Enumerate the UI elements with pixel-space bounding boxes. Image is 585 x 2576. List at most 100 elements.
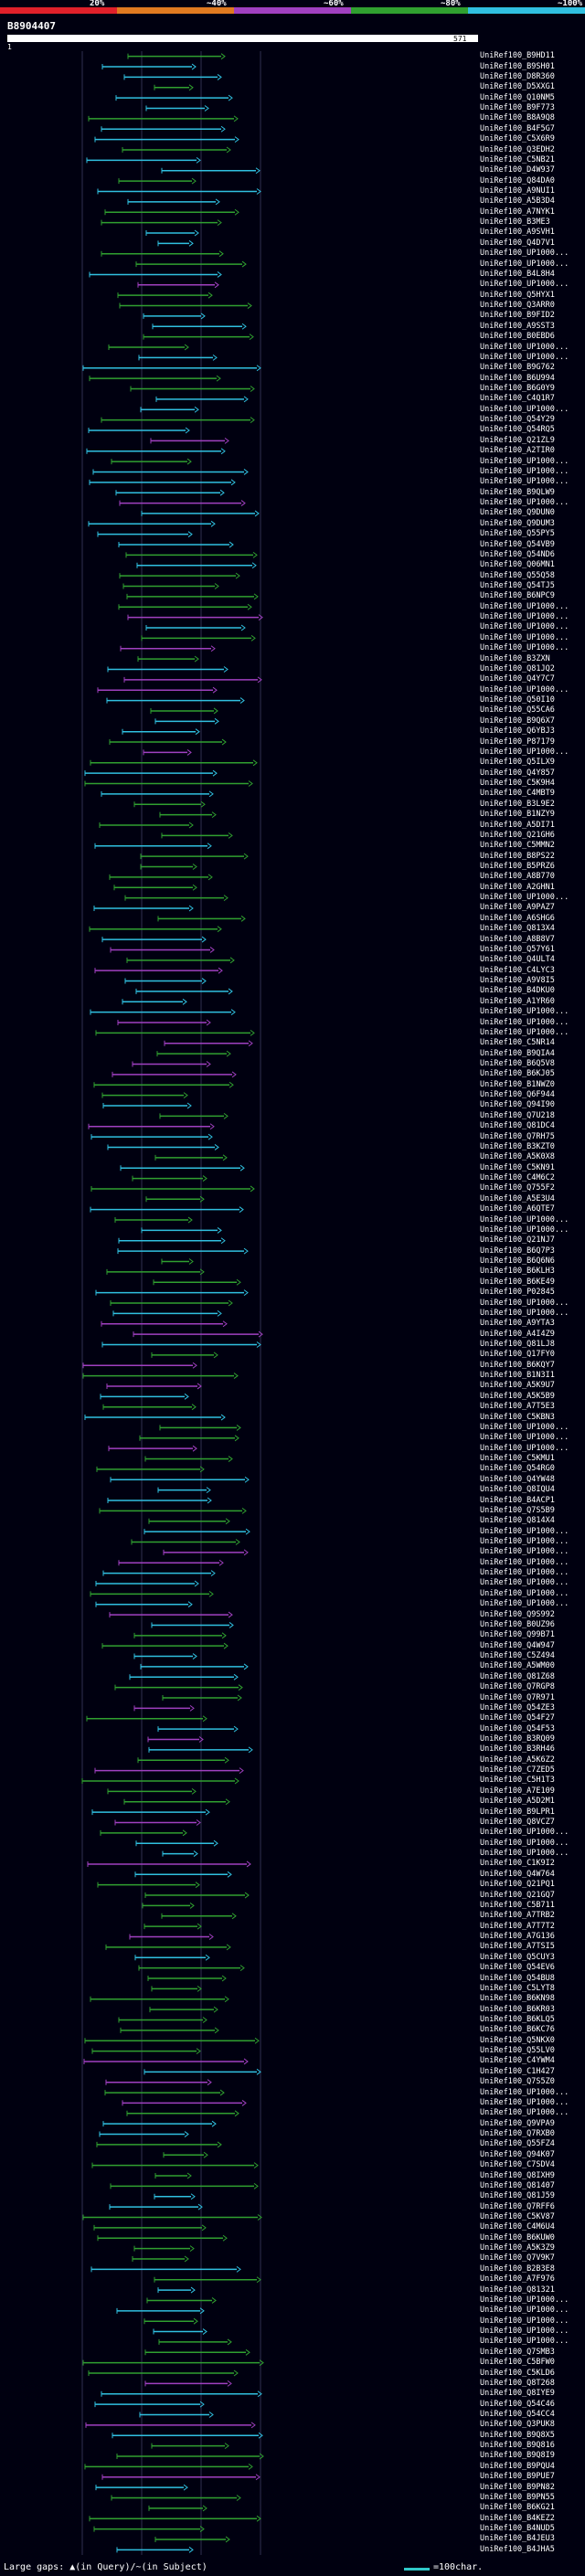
hit-label[interactable]: UniRef100_B3L9E2 [480, 799, 555, 809]
hit-label[interactable]: UniRef100_Q7S5Z0 [480, 2077, 555, 2087]
hit-label[interactable]: UniRef100_Q54VB9 [480, 539, 555, 549]
hit-label[interactable]: UniRef100_C5X6R9 [480, 134, 555, 144]
hit-label[interactable]: UniRef100_Q7R971 [480, 1692, 555, 1702]
hit-label[interactable]: UniRef100_A7F976 [480, 2274, 555, 2284]
hit-label[interactable]: UniRef100_C4YWM4 [480, 2056, 555, 2066]
hit-label[interactable]: UniRef100_B3KZT0 [480, 1141, 555, 1151]
hit-label[interactable]: UniRef100_Q54RG0 [480, 1464, 555, 1474]
hit-label[interactable]: UniRef100_Q4D7V1 [480, 238, 555, 248]
hit-label[interactable]: UniRef100_Q9VPA9 [480, 2118, 555, 2128]
hit-label[interactable]: UniRef100_Q21NJ7 [480, 1235, 555, 1246]
hit-label[interactable]: UniRef100_B6Q5V8 [480, 1059, 555, 1068]
hit-label[interactable]: UniRef100_B4KEZ2 [480, 2513, 555, 2523]
hit-label[interactable]: UniRef100_A5D2M1 [480, 1797, 555, 1807]
hit-label[interactable]: UniRef100_UP1000... [480, 601, 569, 611]
hit-label[interactable]: UniRef100_Q4W764 [480, 1869, 555, 1879]
hit-label[interactable]: UniRef100_B4JHA5 [480, 2544, 555, 2554]
hit-label[interactable]: UniRef100_B4NUD5 [480, 2524, 555, 2534]
hit-label[interactable]: UniRef100_UP1000... [480, 2316, 569, 2326]
hit-label[interactable]: UniRef100_B9QIA4 [480, 1048, 555, 1058]
hit-label[interactable]: UniRef100_UP1000... [480, 2337, 569, 2347]
hit-label[interactable]: UniRef100_Q94I90 [480, 1100, 555, 1110]
hit-label[interactable]: UniRef100_Q54F27 [480, 1713, 555, 1723]
hit-label[interactable]: UniRef100_A2GHN1 [480, 882, 555, 892]
hit-label[interactable]: UniRef100_A5K6Z2 [480, 1754, 555, 1765]
hit-label[interactable]: UniRef100_Q94K07 [480, 2149, 555, 2159]
hit-label[interactable]: UniRef100_C4Q1R7 [480, 394, 555, 404]
hit-label[interactable]: UniRef100_A5K3Z9 [480, 2243, 555, 2253]
hit-label[interactable]: UniRef100_UP1000... [480, 893, 569, 903]
hit-label[interactable]: UniRef100_C7ZED5 [480, 1765, 555, 1776]
hit-label[interactable]: UniRef100_UP1000... [480, 1224, 569, 1235]
hit-label[interactable]: UniRef100_Q54ZE3 [480, 1702, 555, 1712]
hit-label[interactable]: UniRef100_UP1000... [480, 2087, 569, 2097]
hit-label[interactable]: UniRef100_UP1000... [480, 456, 569, 466]
hit-label[interactable]: UniRef100_C1K9I2 [480, 1859, 555, 1869]
hit-label[interactable]: UniRef100_UP1000... [480, 2097, 569, 2107]
hit-label[interactable]: UniRef100_Q21PQ1 [480, 1880, 555, 1890]
hit-label[interactable]: UniRef100_UP1000... [480, 1433, 569, 1443]
hit-label[interactable]: UniRef100_Q8IXH9 [480, 2170, 555, 2180]
hit-label[interactable]: UniRef100_B6KR03 [480, 2004, 555, 2014]
hit-label[interactable]: UniRef100_B9FID2 [480, 311, 555, 321]
hit-label[interactable]: UniRef100_Q9DUN0 [480, 508, 555, 518]
hit-label[interactable]: UniRef100_C4LYC3 [480, 965, 555, 975]
hit-label[interactable]: UniRef100_C4M6U4 [480, 2222, 555, 2232]
hit-label[interactable]: UniRef100_B4DKU0 [480, 986, 555, 996]
hit-label[interactable]: UniRef100_UP1000... [480, 1007, 569, 1017]
hit-label[interactable]: UniRef100_B9PQU4 [480, 2461, 555, 2471]
hit-label[interactable]: UniRef100_Q81321 [480, 2284, 555, 2295]
hit-label[interactable]: UniRef100_UP1000... [480, 1443, 569, 1453]
hit-label[interactable]: UniRef100_B0UZ96 [480, 1619, 555, 1629]
hit-label[interactable]: UniRef100_Q81JQ2 [480, 663, 555, 673]
hit-label[interactable]: UniRef100_Q6YBJ3 [480, 726, 555, 737]
hit-label[interactable]: UniRef100_B3RH46 [480, 1744, 555, 1754]
hit-label[interactable]: UniRef100_Q7RFF6 [480, 2201, 555, 2211]
hit-label[interactable]: UniRef100_UP1000... [480, 1422, 569, 1432]
hit-label[interactable]: UniRef100_UP1000... [480, 466, 569, 476]
hit-label[interactable]: UniRef100_Q8IQU4 [480, 1485, 555, 1495]
hit-label[interactable]: UniRef100_A1YR60 [480, 996, 555, 1006]
hit-label[interactable]: UniRef100_C5Z494 [480, 1651, 555, 1661]
hit-label[interactable]: UniRef100_C5KMU1 [480, 1454, 555, 1464]
hit-label[interactable]: UniRef100_B6KUW0 [480, 2232, 555, 2242]
hit-label[interactable]: UniRef100_UP1000... [480, 1849, 569, 1859]
hit-label[interactable]: UniRef100_B6KLQ5 [480, 2014, 555, 2024]
hit-label[interactable]: UniRef100_A4I4Z9 [480, 1329, 555, 1339]
hit-label[interactable]: UniRef100_D8R360 [480, 71, 555, 81]
hit-label[interactable]: UniRef100_Q7S5B9 [480, 1505, 555, 1515]
hit-label[interactable]: UniRef100_C5NR14 [480, 1038, 555, 1048]
hit-label[interactable]: UniRef100_C5NB21 [480, 154, 555, 164]
hit-label[interactable]: UniRef100_B6KC76 [480, 2025, 555, 2035]
hit-label[interactable]: UniRef100_UP1000... [480, 1298, 569, 1308]
hit-label[interactable]: UniRef100_C5K9H4 [480, 779, 555, 789]
hit-label[interactable]: UniRef100_Q8T268 [480, 2378, 555, 2388]
hit-label[interactable]: UniRef100_B9F773 [480, 103, 555, 113]
hit-label[interactable]: UniRef100_A5K5B9 [480, 1391, 555, 1401]
hit-label[interactable]: UniRef100_Q4ULT4 [480, 955, 555, 965]
hit-label[interactable]: UniRef100_Q17FY0 [480, 1350, 555, 1360]
hit-label[interactable]: UniRef100_Q54TJ5 [480, 581, 555, 591]
hit-label[interactable]: UniRef100_B9PUE7 [480, 2472, 555, 2482]
hit-label[interactable]: UniRef100_Q5NKX0 [480, 2035, 555, 2045]
hit-label[interactable]: UniRef100_UP1000... [480, 2327, 569, 2337]
hit-label[interactable]: UniRef100_B6KG21 [480, 2503, 555, 2513]
hit-label[interactable]: UniRef100_B6KLH3 [480, 1267, 555, 1277]
hit-label[interactable]: UniRef100_C5LYT8 [480, 1983, 555, 1993]
hit-label[interactable]: UniRef100_UP1000... [480, 259, 569, 269]
hit-label[interactable]: UniRef100_Q81LJ8 [480, 1339, 555, 1349]
hit-label[interactable]: UniRef100_UP1000... [480, 404, 569, 414]
hit-label[interactable]: UniRef100_Q8VCZ7 [480, 1817, 555, 1827]
hit-label[interactable]: UniRef100_UP1000... [480, 1526, 569, 1536]
hit-label[interactable]: UniRef100_C5B711 [480, 1900, 555, 1910]
hit-label[interactable]: UniRef100_UP1000... [480, 1308, 569, 1318]
hit-label[interactable]: UniRef100_B6KE49 [480, 1277, 555, 1287]
hit-label[interactable]: UniRef100_P02845 [480, 1288, 555, 1298]
hit-label[interactable]: UniRef100_B5PRZ6 [480, 861, 555, 871]
hit-label[interactable]: UniRef100_B8A9Q8 [480, 113, 555, 123]
hit-label[interactable]: UniRef100_UP1000... [480, 2108, 569, 2118]
hit-label[interactable]: UniRef100_A9SST3 [480, 321, 555, 331]
hit-label[interactable]: UniRef100_A7TRB2 [480, 1911, 555, 1921]
hit-label[interactable]: UniRef100_B9QLW9 [480, 487, 555, 497]
hit-label[interactable]: UniRef100_B3ME3 [480, 217, 550, 228]
